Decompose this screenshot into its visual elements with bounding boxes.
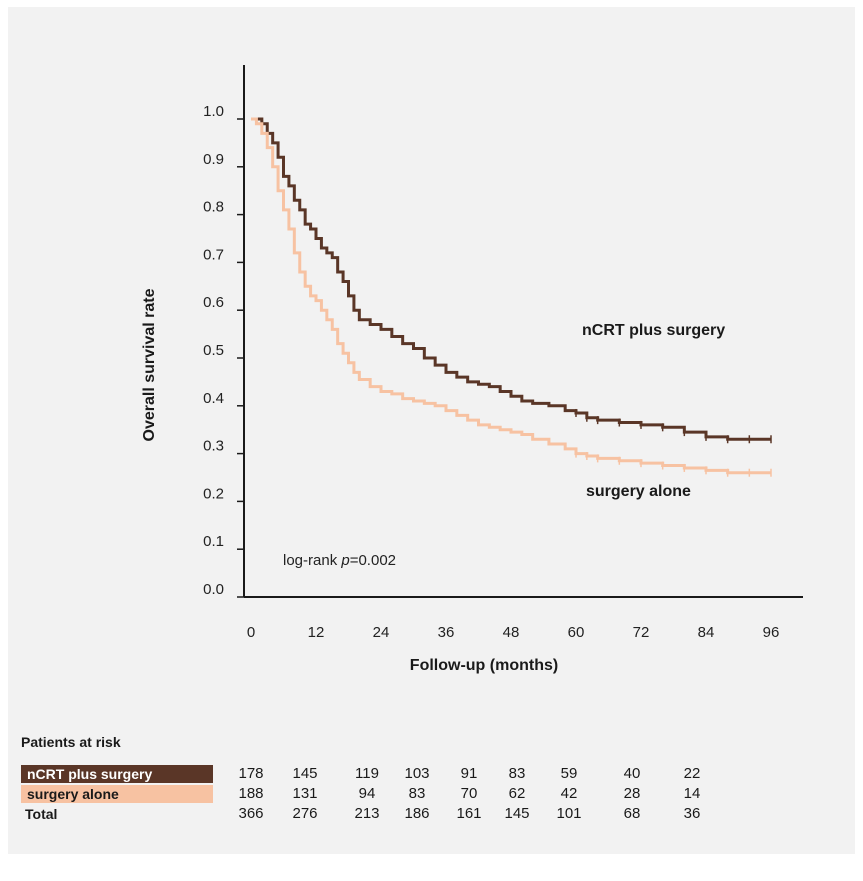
x-tick-label: 60 — [568, 624, 585, 641]
risk-cell: 188 — [238, 785, 264, 802]
y-tick-label: 0.4 — [203, 390, 224, 407]
figure-panel — [8, 7, 855, 854]
risk-cell: 36 — [683, 805, 701, 822]
y-tick-label: 0.8 — [203, 199, 224, 216]
risk-cell: 59 — [560, 765, 578, 782]
risk-cell: 40 — [623, 765, 641, 782]
x-tick-label: 48 — [503, 624, 520, 641]
risk-row-surg: surgery alone 188 131 94 83 70 62 42 28 14 — [21, 784, 821, 804]
risk-cell: 103 — [404, 765, 430, 782]
risk-row-label: surgery alone — [21, 785, 213, 803]
x-tick-label: 36 — [438, 624, 455, 641]
x-tick-label: 12 — [308, 624, 325, 641]
x-tick-label: 24 — [373, 624, 390, 641]
risk-row-ncrt: nCRT plus surgery 178 145 119 103 91 83 59 40 22 — [21, 764, 821, 784]
risk-table-rows: nCRT plus surgery 178 145 119 103 91 83 59 40 22 s… — [21, 764, 821, 824]
x-tick-label: 96 — [763, 624, 780, 641]
chart-axes: 0.0 0.1 0.2 0.3 0.4 0.5 0.6 0.7 0.8 0.9 1.0 0 12 24 36… — [203, 65, 803, 641]
risk-cell: 28 — [623, 785, 641, 802]
y-tick-label: 0.9 — [203, 151, 224, 168]
risk-cell: 213 — [354, 805, 380, 822]
risk-cell: 94 — [358, 785, 376, 802]
x-tick-label: 72 — [633, 624, 650, 641]
risk-row-total: Total 366 276 213 186 161 145 101 68 36 — [21, 804, 821, 824]
y-axis-title: Overall survival rate — [141, 288, 158, 441]
p-value: =0.002 — [350, 552, 396, 569]
risk-row-label: nCRT plus surgery — [21, 765, 213, 783]
risk-cell: 366 — [238, 805, 264, 822]
ncrt-survival-curve — [251, 117, 771, 441]
y-tick-label: 0.6 — [203, 294, 224, 311]
y-tick-label: 1.0 — [203, 103, 224, 120]
y-tick-label: 0.7 — [203, 246, 224, 263]
risk-cell: 70 — [460, 785, 478, 802]
risk-cell: 68 — [623, 805, 641, 822]
y-tick-label: 0.0 — [203, 581, 224, 598]
risk-table-title: Patients at risk — [21, 734, 121, 750]
log-rank-prefix: log-rank — [283, 552, 341, 569]
y-tick-label: 0.5 — [203, 342, 224, 359]
surgery-survival-curve — [251, 117, 771, 475]
ncrt-series-label: nCRT plus surgery — [582, 322, 725, 339]
log-rank-annotation: log-rank p=0.002 — [283, 552, 396, 569]
risk-cell: 14 — [683, 785, 701, 802]
risk-cell: 101 — [556, 805, 582, 822]
risk-cell: 145 — [504, 805, 530, 822]
x-tick-label: 0 — [247, 624, 255, 641]
surgery-series-label: surgery alone — [586, 483, 691, 500]
risk-cell: 22 — [683, 765, 701, 782]
risk-row-label: Total — [25, 806, 58, 822]
y-tick-label: 0.1 — [203, 533, 224, 550]
x-axis-title: Follow-up (months) — [410, 657, 558, 674]
y-tick-label: 0.3 — [203, 438, 224, 455]
patients-at-risk-table: Patients at risk nCRT plus surgery 178 145… — [21, 734, 821, 824]
risk-cell: 83 — [408, 785, 426, 802]
x-tick-label: 84 — [698, 624, 715, 641]
risk-cell: 276 — [292, 805, 318, 822]
risk-cell: 161 — [456, 805, 482, 822]
risk-cell: 186 — [404, 805, 430, 822]
risk-cell: 145 — [292, 765, 318, 782]
risk-cell: 178 — [238, 765, 264, 782]
risk-cell: 83 — [508, 765, 526, 782]
risk-cell: 119 — [355, 765, 379, 782]
survival-curves — [251, 117, 772, 477]
p-symbol: p — [340, 552, 349, 569]
risk-cell: 62 — [508, 785, 526, 802]
y-tick-label: 0.2 — [203, 485, 224, 502]
risk-cell: 91 — [460, 765, 478, 782]
risk-cell: 42 — [560, 785, 578, 802]
risk-cell: 131 — [292, 785, 318, 802]
